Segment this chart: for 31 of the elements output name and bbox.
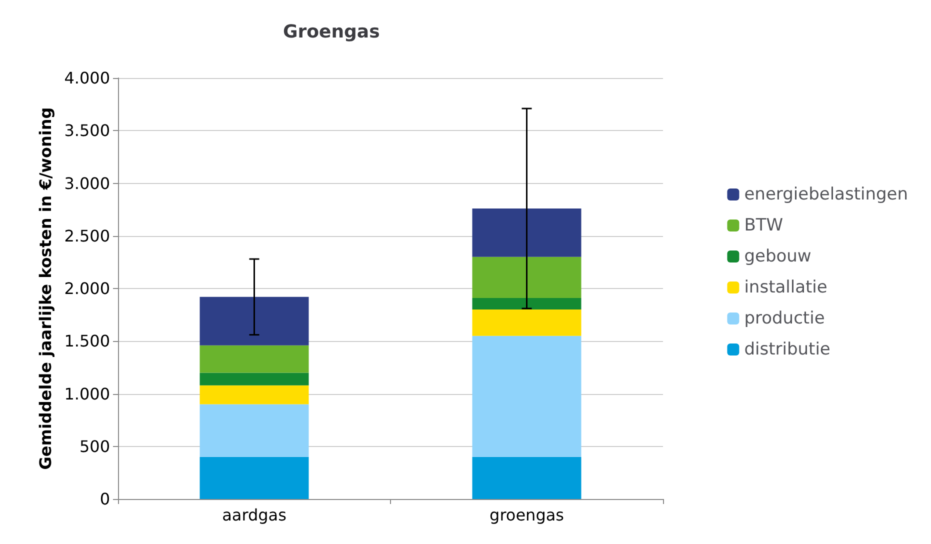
y-tick-label: 1.000 <box>64 384 110 404</box>
bar <box>200 372 309 386</box>
y-tick-label: 3.500 <box>64 121 110 140</box>
y-tick-label: 1.500 <box>64 332 110 351</box>
legend-label: energiebelastingen <box>744 184 908 204</box>
y-tick-label: 0 <box>100 490 110 508</box>
bar <box>472 336 582 457</box>
bar <box>472 256 582 298</box>
bar <box>472 208 582 257</box>
x-tick-label: aardgas <box>222 506 286 524</box>
bar <box>200 345 309 373</box>
bar <box>200 456 309 499</box>
legend-label: installatie <box>744 278 828 298</box>
bar <box>472 456 582 499</box>
x-tick-label: groengas <box>490 506 564 524</box>
y-tick-label: 500 <box>79 436 110 456</box>
legend-label: productie <box>744 308 825 328</box>
chart-title: Groengas <box>283 22 380 42</box>
y-axis-title: Gemiddelde jaarlijke kosten in €/woning <box>36 107 55 470</box>
legend-label: BTW <box>744 216 784 236</box>
y-tick-label: 2.000 <box>64 279 110 298</box>
bar <box>472 310 582 336</box>
bar <box>472 298 582 310</box>
y-tick-label: 4.000 <box>64 68 110 88</box>
bar <box>200 404 309 457</box>
bar <box>200 296 309 346</box>
y-tick-label: 3.000 <box>64 174 110 193</box>
legend-label: distributie <box>744 340 830 360</box>
y-tick-label: 2.500 <box>64 226 110 246</box>
bar <box>200 385 309 404</box>
legend-label: gebouw <box>744 246 812 266</box>
